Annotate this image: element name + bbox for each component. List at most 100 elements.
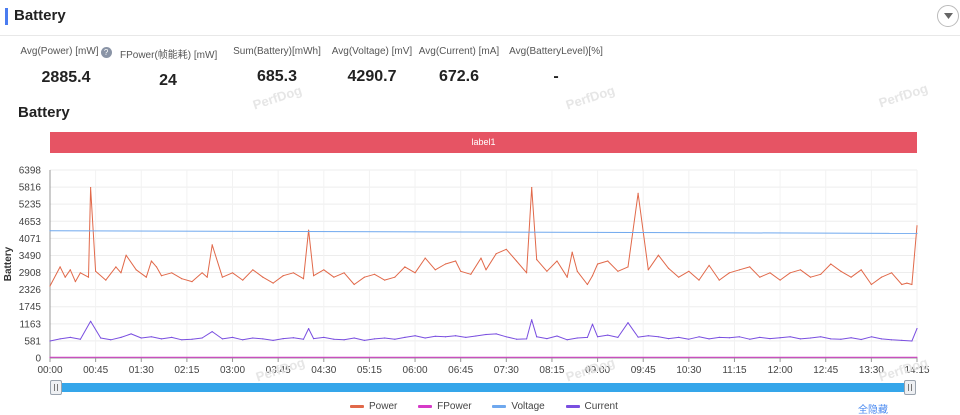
x-tick-label: 05:15 — [357, 365, 382, 376]
data-point — [566, 339, 568, 341]
stat-sum-battery: Sum(Battery)[mWh] 685.3 — [224, 46, 330, 86]
data-point — [181, 339, 183, 341]
data-point — [566, 276, 568, 278]
data-point — [718, 336, 720, 338]
x-tick-label: 11:15 — [722, 365, 747, 376]
data-point — [242, 279, 244, 281]
data-point — [333, 338, 335, 340]
data-point — [221, 338, 223, 340]
data-point — [373, 273, 376, 275]
data-point — [373, 338, 376, 340]
collapse-button[interactable] — [937, 5, 959, 27]
label-band[interactable]: label1 — [50, 132, 917, 153]
stat-label: FPower(帧能耗) [mW] — [120, 50, 218, 61]
x-tick-label: 12:00 — [768, 365, 793, 376]
legend-label: Voltage — [511, 401, 545, 412]
y-tick-label: 3490 — [19, 251, 42, 262]
legend-label: Current — [584, 401, 618, 412]
data-point — [718, 279, 720, 281]
x-tick-label: 09:45 — [631, 365, 656, 376]
range-slider-left-handle[interactable] — [50, 380, 62, 395]
help-icon[interactable]: ? — [100, 47, 112, 58]
data-point — [384, 337, 386, 339]
data-point — [363, 276, 365, 278]
panel-header: Battery — [0, 0, 960, 36]
data-point — [252, 269, 254, 271]
data-point — [880, 276, 883, 278]
range-slider-track[interactable] — [50, 383, 916, 392]
data-point — [860, 338, 862, 341]
data-point — [891, 339, 893, 341]
data-point — [105, 279, 107, 281]
data-point — [870, 336, 873, 338]
data-point — [160, 275, 163, 277]
x-tick-label: 07:30 — [494, 365, 519, 376]
data-point — [586, 336, 589, 338]
data-point — [191, 281, 193, 283]
data-point — [870, 283, 873, 286]
legend-item-current[interactable]: Current — [565, 401, 618, 412]
data-point — [637, 192, 639, 194]
x-tick-label: 12:45 — [813, 365, 838, 376]
data-point — [404, 336, 406, 338]
data-point — [495, 253, 497, 255]
data-point — [191, 338, 193, 340]
y-tick-label: 0 — [35, 354, 41, 365]
data-point — [586, 283, 589, 286]
data-point — [49, 230, 51, 232]
data-point — [434, 335, 436, 337]
data-point — [637, 336, 639, 338]
data-point — [475, 335, 477, 337]
data-point — [698, 279, 700, 281]
data-point — [252, 337, 254, 339]
data-point — [231, 336, 234, 338]
data-point — [160, 338, 163, 340]
data-point — [627, 266, 629, 268]
data-point — [769, 338, 771, 340]
data-point — [906, 282, 908, 284]
stats-row: Avg(Power) [mW]? 2885.4 FPower(帧能耗) [mW]… — [0, 46, 960, 96]
range-slider[interactable] — [50, 380, 916, 396]
data-point — [678, 336, 680, 338]
data-point — [850, 337, 852, 339]
data-point — [394, 276, 396, 278]
legend-item-fpower[interactable]: FPower — [418, 401, 472, 412]
data-point — [688, 270, 690, 272]
data-point — [536, 259, 538, 261]
data-point — [485, 269, 487, 271]
y-tick-label: 2908 — [19, 268, 42, 279]
data-point — [708, 264, 710, 266]
stat-value: 685.3 — [256, 68, 298, 85]
y-tick-label: 581 — [24, 336, 41, 347]
data-point — [262, 276, 264, 278]
data-point — [460, 270, 462, 272]
data-point — [155, 266, 158, 268]
data-point — [150, 260, 152, 262]
data-point — [424, 257, 426, 259]
data-point — [850, 276, 852, 278]
data-point — [181, 278, 183, 280]
data-point — [343, 272, 345, 274]
data-point — [313, 275, 315, 277]
data-point — [171, 272, 173, 274]
data-point — [302, 338, 305, 340]
range-slider-right-handle[interactable] — [904, 380, 916, 395]
x-tick-label: 04:30 — [311, 365, 336, 376]
data-point — [789, 272, 791, 274]
legend-item-power[interactable]: Power — [350, 401, 397, 412]
data-point — [79, 338, 81, 340]
data-point — [799, 269, 802, 271]
data-point — [323, 336, 325, 338]
hide-all-link[interactable]: 全隐藏 — [858, 405, 888, 415]
data-point — [455, 260, 457, 262]
x-tick-label: 06:45 — [448, 365, 473, 376]
legend-item-voltage[interactable]: Voltage — [492, 401, 545, 412]
data-point — [211, 244, 213, 246]
data-point — [647, 335, 649, 337]
data-point — [115, 266, 117, 268]
data-point — [231, 272, 234, 274]
data-point — [708, 338, 710, 340]
chart-axes: 0 581 1163 1745 2326 2908 3490 4071 4653 5235 5816… — [3, 166, 930, 377]
stat-label: Avg(BatteryLevel)[%] — [509, 46, 603, 57]
data-point — [353, 337, 355, 339]
